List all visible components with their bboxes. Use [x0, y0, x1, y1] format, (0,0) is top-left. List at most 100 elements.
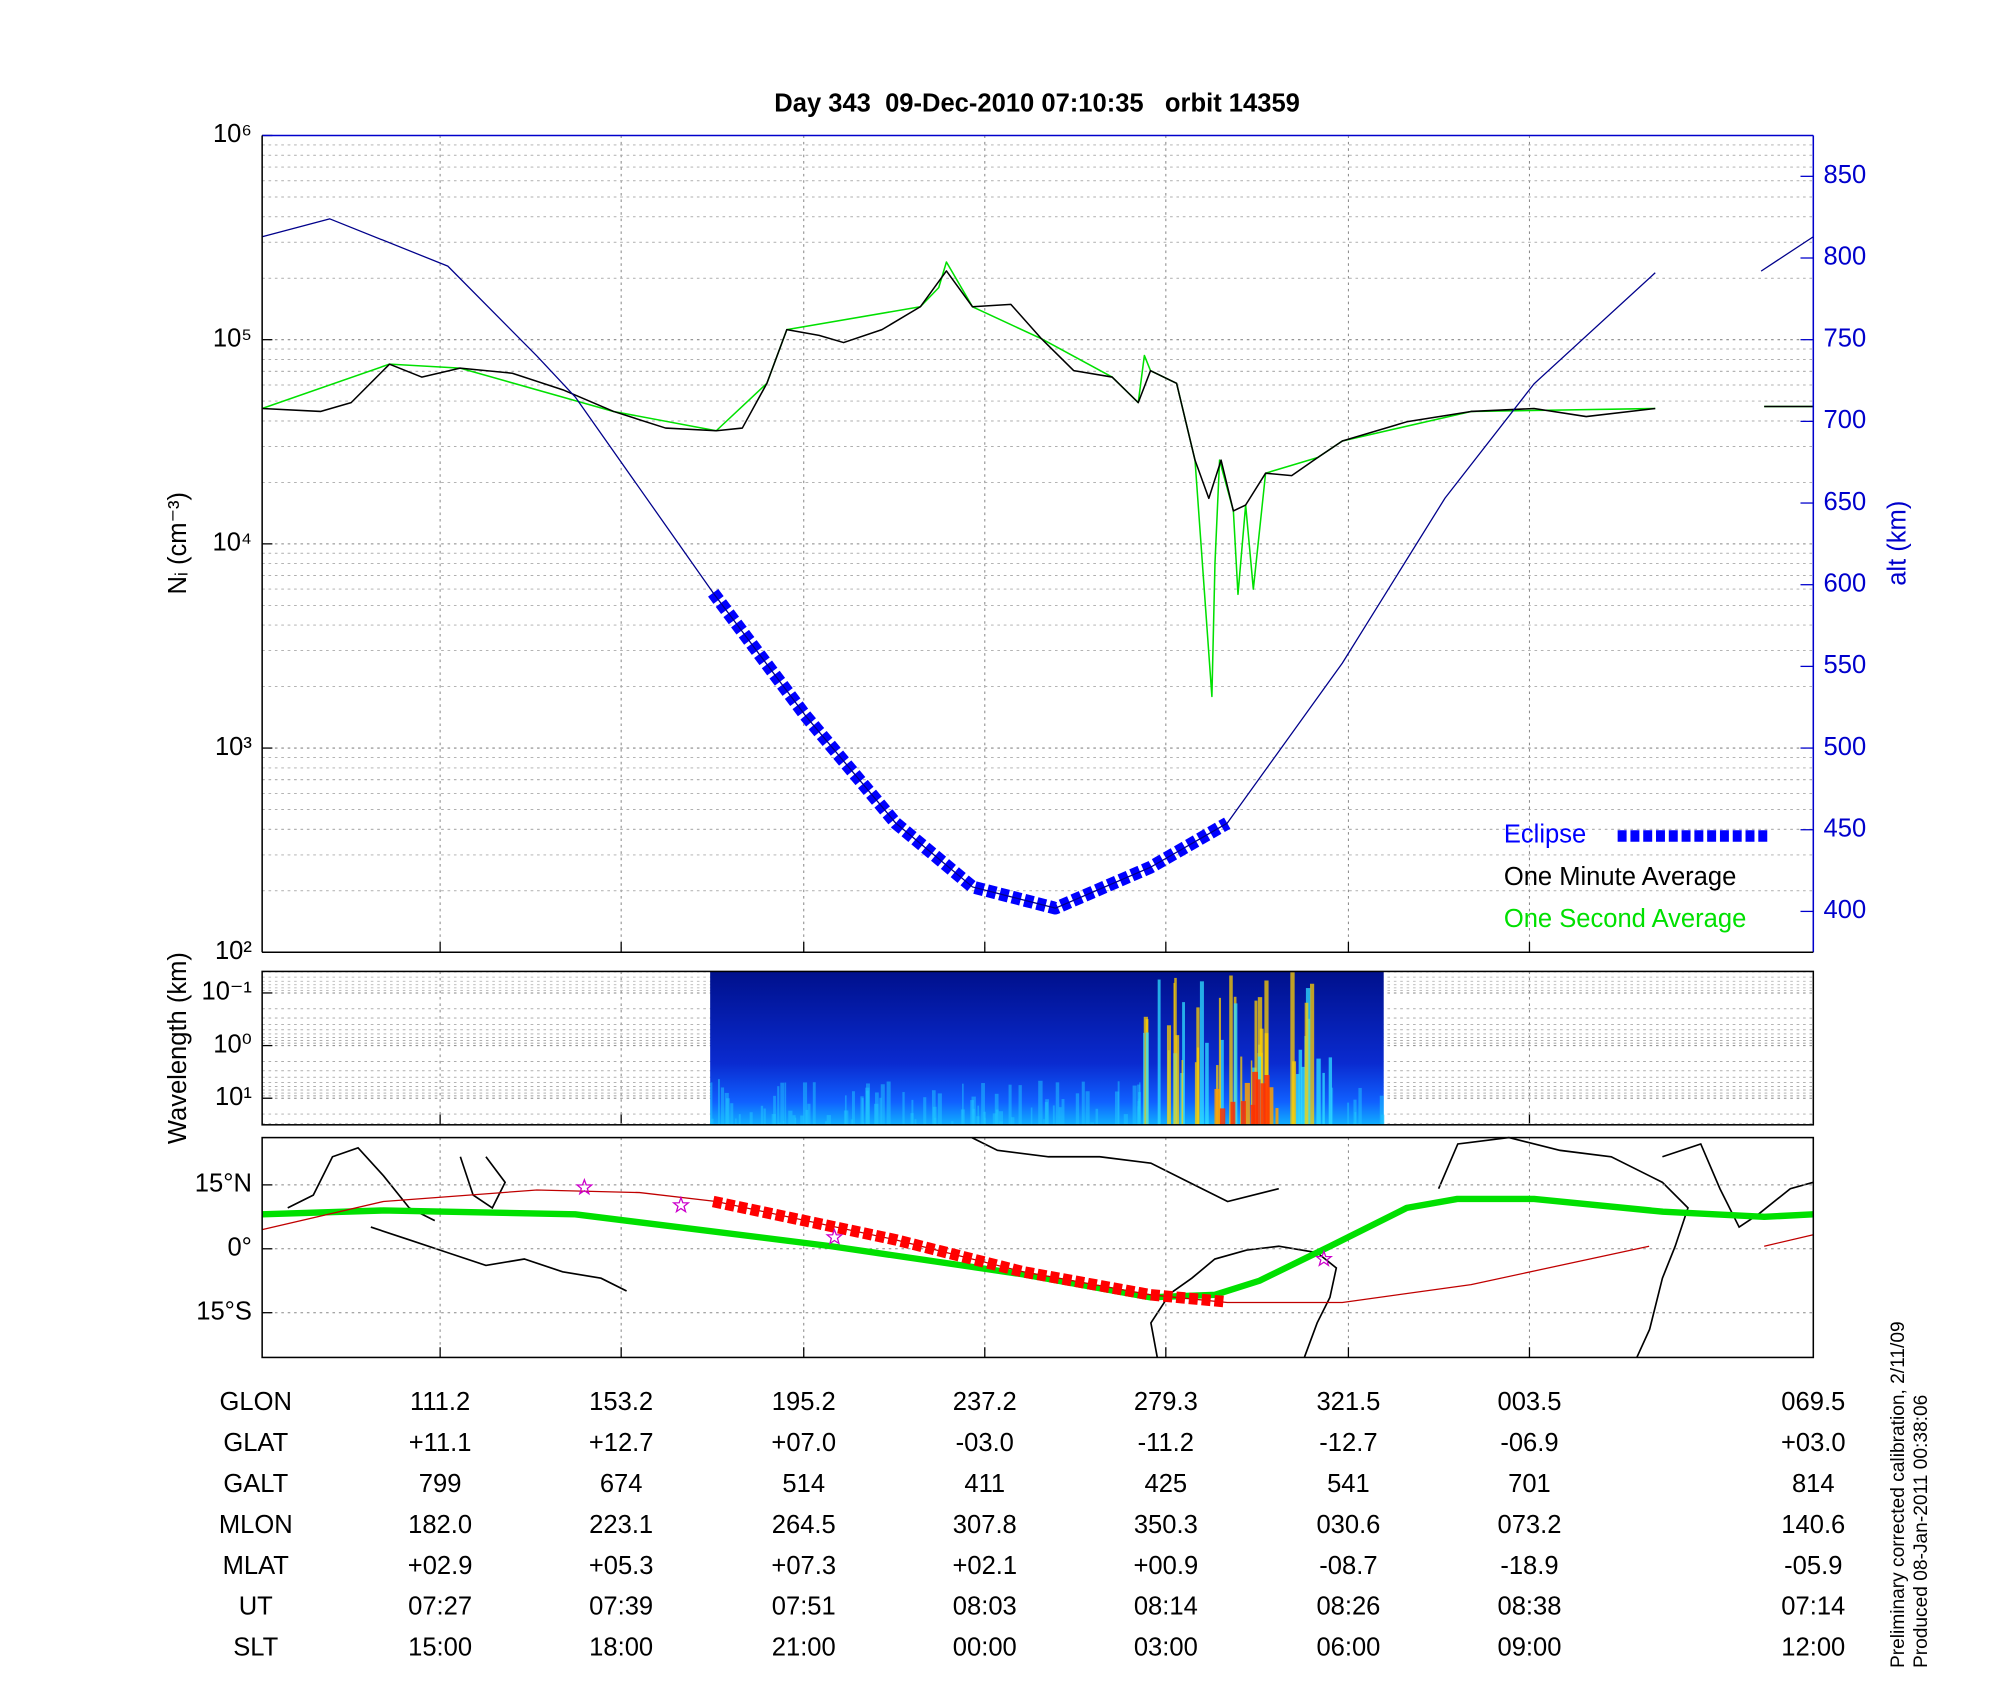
spectrogram-streak: [1175, 1035, 1180, 1125]
spectrogram-streak: [1275, 1108, 1279, 1125]
cell: 07:27: [408, 1593, 472, 1621]
cell: +02.9: [408, 1552, 473, 1580]
spectrogram-streak: [730, 1103, 734, 1125]
cell: 07:14: [1781, 1593, 1845, 1621]
spectrogram-streak: [760, 1105, 764, 1125]
spectrogram-streak: [1295, 1074, 1300, 1125]
note: Produced 08-Jan-2011 00:38:06: [1911, 1395, 1932, 1668]
star-marker: [1314, 1249, 1333, 1267]
spectrogram-streak: [1052, 1105, 1055, 1125]
cell: -06.9: [1500, 1429, 1558, 1457]
cell: 09:00: [1497, 1634, 1561, 1662]
spectrogram-streak: [826, 1115, 831, 1125]
line: [261, 218, 1814, 909]
spectrogram-streak: [1173, 982, 1175, 1125]
spectrogram-streak: [1254, 1000, 1258, 1125]
y2-axis-label: alt (km): [1884, 501, 1912, 586]
y2-tick-label: 650: [1824, 488, 1867, 516]
spectrogram-streak: [777, 1086, 780, 1125]
spectrogram-streak: [1301, 1066, 1306, 1125]
y-tick-label: 10⁰: [213, 1030, 252, 1058]
cell: -08.7: [1319, 1552, 1377, 1580]
cell: +03.0: [1781, 1429, 1846, 1457]
cell: +07.3: [771, 1552, 836, 1580]
line: [262, 270, 1814, 512]
cell: +05.3: [589, 1552, 654, 1580]
cell: 307.8: [953, 1511, 1017, 1539]
spectrogram-streak: [880, 1084, 885, 1125]
y-tick-label: 15°N: [195, 1170, 252, 1198]
cell: +12.7: [589, 1429, 654, 1457]
cell: 030.6: [1316, 1511, 1380, 1539]
cell: 814: [1792, 1470, 1835, 1498]
spectrogram-streak: [1218, 997, 1221, 1125]
spectrogram-streak: [749, 1112, 753, 1125]
y-tick-label: 10¹: [215, 1083, 252, 1111]
row-label: MLON: [219, 1511, 293, 1539]
spectrogram-streak: [1181, 1059, 1184, 1125]
cell: +07.0: [771, 1429, 836, 1457]
cell: 514: [782, 1470, 825, 1498]
cell: 799: [419, 1470, 462, 1498]
spectrogram-streak: [1095, 1108, 1099, 1125]
spectrogram-streak: [911, 1099, 914, 1125]
cell: 411: [964, 1470, 1005, 1498]
cell: 003.5: [1497, 1388, 1561, 1416]
spectrogram-streak: [1182, 1002, 1185, 1125]
frame: [261, 1136, 1815, 1359]
spectrogram-streak: [1229, 975, 1233, 1125]
note: Preliminary corrected calibration, 2/11/…: [1888, 1321, 1909, 1668]
cell: 140.6: [1781, 1511, 1845, 1539]
cell: 07:39: [589, 1593, 653, 1621]
spectrogram-streak: [773, 1095, 776, 1125]
y2-tick-label: 500: [1824, 733, 1867, 761]
y2-tick-label: 800: [1824, 243, 1867, 271]
spectrogram-streak: [999, 1121, 1003, 1125]
spectrogram-streak: [800, 1115, 804, 1125]
cell: 03:00: [1134, 1634, 1198, 1662]
y2-tick-label: 850: [1824, 161, 1867, 189]
spectrogram-streak: [1030, 1107, 1033, 1125]
spectrogram-streak: [1145, 1032, 1149, 1125]
spectrogram-streak: [711, 1118, 714, 1125]
spectrogram-streak: [1199, 981, 1204, 1125]
row-label: GLON: [220, 1388, 292, 1416]
cell: 06:00: [1316, 1634, 1380, 1662]
y-tick-label: 10⁻¹: [201, 978, 251, 1006]
row-label: GLAT: [223, 1429, 288, 1457]
cell: 350.3: [1134, 1511, 1198, 1539]
star-marker: [825, 1227, 844, 1246]
spectrogram-streak: [1166, 1025, 1172, 1125]
cell: 541: [1327, 1470, 1370, 1498]
spectrogram-streak: [1267, 1087, 1274, 1125]
spectrogram-streak: [886, 1081, 891, 1125]
spectrogram-streak: [914, 1119, 917, 1125]
spectrogram-streak: [1292, 1061, 1297, 1125]
spectrogram-streak: [1143, 1032, 1145, 1125]
cell: -11.2: [1138, 1429, 1194, 1457]
spectrogram-streak: [763, 1108, 766, 1125]
spectrogram-streak: [1055, 1082, 1060, 1125]
spectrogram-streak: [875, 1092, 879, 1125]
spectrogram-streak: [850, 1119, 854, 1125]
spectrogram-streak: [1132, 1085, 1137, 1125]
spectrogram-streak: [1322, 1072, 1325, 1125]
spectrogram-streak: [1240, 1056, 1243, 1125]
spectrogram-streak: [1008, 1084, 1012, 1125]
cell: 08:26: [1316, 1593, 1380, 1621]
spectrogram-streak: [1309, 983, 1315, 1125]
spectrogram-streak: [1259, 1028, 1264, 1125]
spectrogram-streak: [1256, 1079, 1261, 1125]
spectrogram-streak: [1194, 1062, 1197, 1125]
spectrogram-streak: [1220, 1039, 1224, 1125]
spectrogram-streak: [812, 1082, 816, 1125]
cell: -03.0: [956, 1429, 1014, 1457]
spectrogram-streak: [1043, 1119, 1045, 1125]
spectrogram-streak: [1244, 1082, 1250, 1125]
cell: 00:00: [953, 1634, 1017, 1662]
spectrogram-streak: [1304, 1002, 1309, 1125]
spectrogram-streak: [981, 1083, 985, 1125]
spectrogram-streak: [937, 1093, 942, 1125]
spectrogram-streak: [923, 1097, 927, 1125]
